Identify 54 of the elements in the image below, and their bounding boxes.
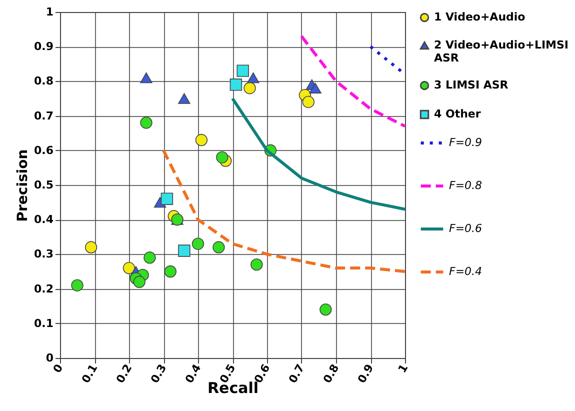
- legend-label: F=0.8: [449, 179, 482, 192]
- legend-label: 1 Video+Audio: [434, 10, 526, 24]
- legend-label: 2 Video+Audio+LIMSI ASR: [434, 38, 569, 64]
- legend-label: F=0.4: [449, 265, 482, 278]
- y-tick-label: 0.5: [34, 178, 54, 192]
- line-series: [300, 34, 406, 128]
- line-series: [231, 97, 406, 211]
- point: [216, 151, 228, 164]
- point: [140, 116, 152, 129]
- y-tick-label: 0.4: [34, 213, 54, 226]
- point: [178, 93, 190, 104]
- y-tick-label: 0.7: [34, 109, 54, 122]
- point: [164, 265, 176, 278]
- point: [160, 192, 174, 205]
- point: [244, 82, 256, 94]
- x-tick-label: 0.1: [79, 362, 100, 386]
- x-tick-label: 1: [396, 362, 411, 376]
- point: [230, 78, 242, 91]
- y-tick-label: 0.9: [34, 40, 54, 54]
- y-tick-label: 1: [46, 6, 54, 18]
- point: [122, 262, 136, 274]
- legend-label: F=0.9: [449, 136, 482, 149]
- point: [236, 64, 249, 77]
- point: [247, 72, 260, 84]
- x-tick-label: 0.3: [148, 362, 170, 386]
- y-tick-label: 0.3: [34, 248, 54, 261]
- point: [178, 244, 190, 257]
- point: [84, 241, 98, 254]
- x-tick-label: 0.2: [114, 362, 135, 386]
- x-tick-label: 0.8: [320, 362, 342, 386]
- y-tick-label: 0.2: [34, 282, 54, 296]
- legend-label: 3 LIMSI ASR: [434, 78, 509, 92]
- point: [71, 279, 84, 292]
- y-tick-label: 0.1: [34, 316, 54, 330]
- legend-label: 4 Other: [434, 108, 482, 120]
- x-tick-label: 0.9: [355, 362, 376, 386]
- point: [192, 238, 204, 250]
- point: [250, 258, 263, 271]
- point: [302, 96, 314, 108]
- y-axis-title: Precision: [15, 149, 32, 222]
- x-tick-label: 0.4: [182, 362, 204, 386]
- point: [320, 303, 332, 316]
- line-series: [162, 148, 406, 273]
- y-tick-label: 0: [46, 352, 54, 364]
- point: [144, 252, 156, 264]
- x-tick-label: 0.5: [217, 362, 238, 386]
- point: [195, 134, 208, 146]
- y-tick-label: 0.8: [34, 74, 54, 88]
- y-tick-label: 0.6: [34, 144, 54, 157]
- point: [133, 276, 146, 288]
- point: [309, 82, 322, 94]
- point: [140, 72, 152, 84]
- legend-label: F=0.6: [449, 222, 482, 235]
- point: [212, 241, 225, 254]
